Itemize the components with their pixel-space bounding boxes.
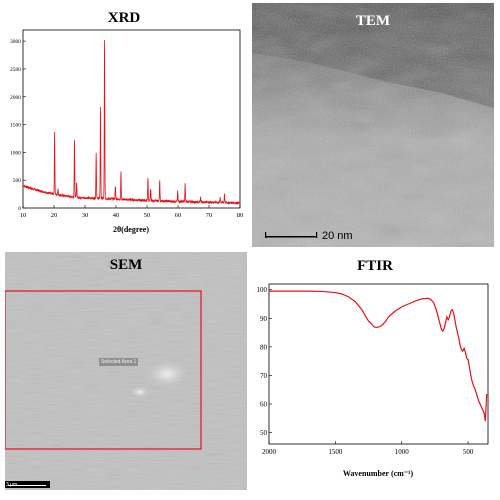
xrd-plot-frame xyxy=(22,29,241,209)
sem-selection-label: Selected Area 1 xyxy=(99,358,139,366)
xrd-xtick-label: 30 xyxy=(82,212,89,219)
ftir-ytick-label: 50 xyxy=(260,429,268,437)
ftir-title: FTIR xyxy=(357,258,393,274)
tem-title: TEM xyxy=(355,13,391,29)
xrd-title: XRD xyxy=(107,10,141,26)
tem-scale-label: 20 nm xyxy=(322,230,353,242)
sem-panel: SEM xyxy=(5,252,247,490)
sem-scale-label: 3 μm xyxy=(6,482,18,488)
ftir-xtick-label: 1000 xyxy=(395,448,410,456)
xrd-chart: 10 20 30 40 50 60 70 80 0 500 1000 1500 2000 2500 300… xyxy=(10,29,244,234)
xrd-panel: XRD 10 20 30 40 50 60 70 80 0 500 1000 1500 2000 250… xyxy=(0,0,248,248)
xrd-xtick-label: 70 xyxy=(206,212,213,219)
ftir-ytick-label: 100 xyxy=(257,286,268,294)
sem-particle-cluster-small xyxy=(130,386,150,398)
sem-scale-strip xyxy=(5,481,50,488)
ftir-xtick-label: 1500 xyxy=(328,448,343,456)
sem-selected-area xyxy=(5,290,202,450)
tem-scale-bar-end-right xyxy=(316,232,318,238)
ftir-line xyxy=(269,290,488,422)
ftir-chart: 2000 1500 1000 500 50 60 70 80 90 100 Wavenumber… xyxy=(257,283,489,478)
xrd-xtick-label: 10 xyxy=(20,212,27,219)
ftir-xtick-label: 2000 xyxy=(262,448,277,456)
tem-scale-bar-end-left xyxy=(265,232,267,238)
xrd-ytick-label: 2500 xyxy=(10,67,21,73)
xrd-line xyxy=(22,40,241,205)
xrd-xtick-label: 80 xyxy=(237,212,244,219)
ftir-ytick-label: 90 xyxy=(260,315,268,323)
xrd-ytick-label: 1500 xyxy=(10,123,21,129)
tem-grain xyxy=(252,3,494,247)
sem-image xyxy=(5,252,247,490)
xrd-ytick-label: 1000 xyxy=(10,150,21,156)
ftir-ytick-label: 60 xyxy=(260,401,268,409)
ftir-panel: FTIR 2000 1500 1000 500 50 60 70 80 90 100 Waven… xyxy=(250,250,500,500)
ftir-ytick-label: 80 xyxy=(260,343,268,351)
tem-image xyxy=(252,3,494,247)
ftir-xtick-label: 500 xyxy=(463,448,474,456)
sem-scale-bar xyxy=(8,485,46,486)
xrd-ytick-label: 3000 xyxy=(10,39,21,45)
tem-panel: TEM xyxy=(252,3,494,247)
ftir-ytick-label: 70 xyxy=(260,372,268,380)
tem-scale-bar xyxy=(265,236,317,238)
xrd-xtick-label: 20 xyxy=(51,212,58,219)
sem-texture xyxy=(5,252,247,490)
sem-particle-cluster xyxy=(145,360,189,388)
ftir-plot-frame xyxy=(268,283,489,445)
xrd-xlabel: 2θ(degree) xyxy=(113,225,149,234)
ftir-xlabel: Wavenumber (cm⁻¹) xyxy=(343,469,414,478)
xrd-xtick-label: 50 xyxy=(144,212,151,219)
xrd-xtick-label: 40 xyxy=(113,212,120,219)
xrd-ytick-label: 2000 xyxy=(10,95,21,101)
xrd-ytick-label: 0 xyxy=(18,206,21,212)
xrd-xtick-label: 60 xyxy=(175,212,182,219)
xrd-ytick-label: 500 xyxy=(13,178,22,184)
sem-title: SEM xyxy=(109,257,143,273)
